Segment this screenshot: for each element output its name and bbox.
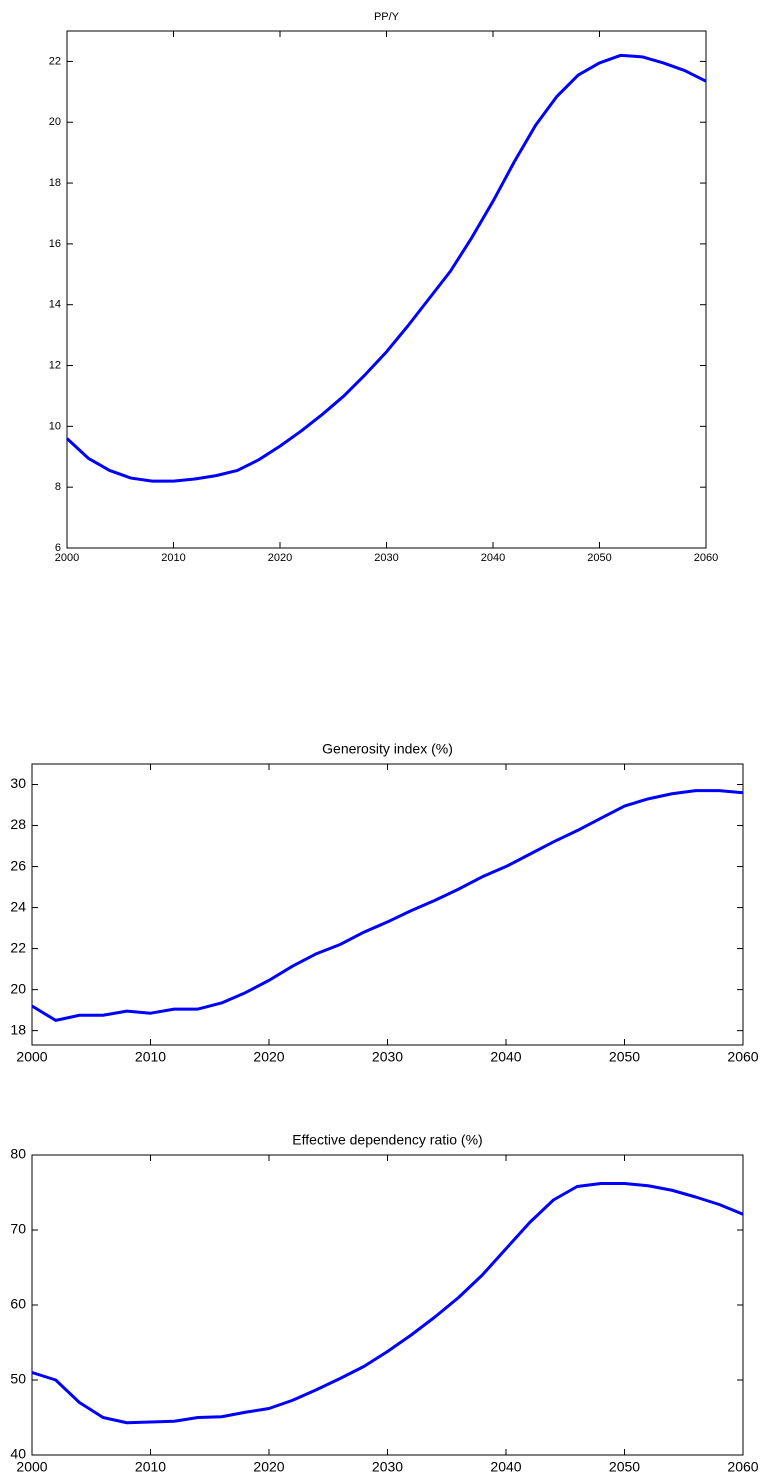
x-tick-label: 2050 [587,552,611,564]
y-tick-label: 18 [49,177,61,189]
data-line [31,1182,744,1425]
y-tick-label: 22 [49,55,61,67]
y-tick-label: 28 [10,816,26,832]
y-tick-label: 20 [10,980,26,996]
chart-title: PP/Y [374,11,400,23]
plot-area [31,763,744,1046]
x-tick-label: 2010 [135,1458,166,1474]
y-tick-label: 6 [55,542,61,554]
x-tick-label: 2060 [694,552,718,564]
y-tick-label: 24 [10,898,26,914]
x-tick-label: 2020 [253,1048,284,1064]
x-tick-label: 2030 [374,552,398,564]
x-tick-label: 2040 [481,552,505,564]
y-tick-label: 10 [49,420,61,432]
y-tick-label: 14 [49,299,61,311]
x-tick-label: 2060 [727,1048,758,1064]
x-tick-label: 2010 [161,552,185,564]
data-line [65,53,707,483]
y-tick-label: 20 [49,116,61,128]
plot-area [66,30,707,549]
y-tick-label: 80 [10,1146,26,1162]
x-tick-label: 2030 [372,1048,403,1064]
chart-title: Effective dependency ratio (%) [292,1132,482,1148]
y-tick-label: 50 [10,1371,26,1387]
y-tick-label: 60 [10,1296,26,1312]
y-tick-label: 8 [55,481,61,493]
y-tick-label: 16 [49,238,61,250]
x-tick-label: 2000 [55,552,79,564]
x-tick-label: 2060 [727,1458,758,1474]
data-line [31,789,744,1022]
y-tick-label: 18 [10,1021,26,1037]
y-tick-label: 30 [10,775,26,791]
y-tick-label: 70 [10,1221,26,1237]
y-tick-label: 40 [10,1446,26,1462]
x-tick-label: 2040 [490,1048,521,1064]
x-tick-label: 2020 [268,552,292,564]
x-tick-label: 2010 [135,1048,166,1064]
x-tick-label: 2000 [16,1458,47,1474]
x-tick-label: 2050 [609,1048,640,1064]
y-tick-label: 12 [49,359,61,371]
x-tick-label: 2040 [490,1458,521,1474]
chart-title: Generosity index (%) [322,741,453,757]
x-tick-label: 2000 [16,1048,47,1064]
y-tick-label: 22 [10,939,26,955]
x-tick-label: 2030 [372,1458,403,1474]
y-tick-label: 26 [10,857,26,873]
x-tick-label: 2050 [609,1458,640,1474]
x-tick-label: 2020 [253,1458,284,1474]
plot-area [31,1154,744,1456]
